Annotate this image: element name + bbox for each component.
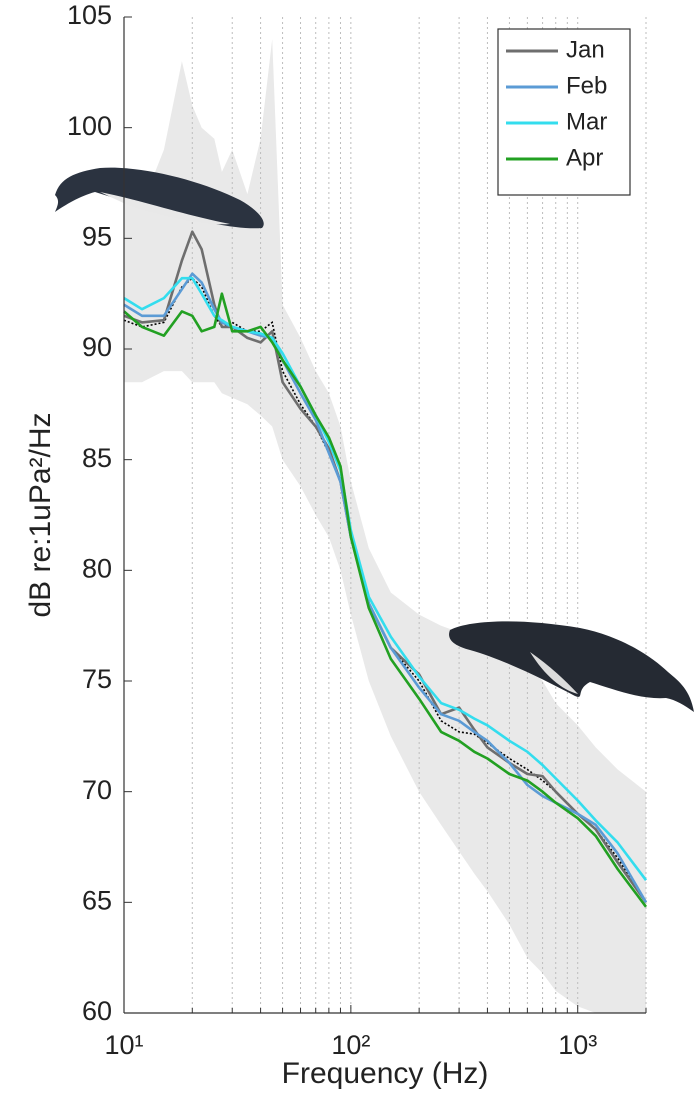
y-tick-label: 60	[82, 996, 112, 1026]
legend: Jan Feb Mar Apr	[497, 28, 631, 196]
whale-illustration	[449, 621, 694, 712]
x-tick-label: 10²	[331, 1030, 370, 1060]
axis-layer: Frequency (Hz) dB re:1uPa²/Hz 60 65 70 75 80…	[24, 0, 647, 1090]
fin-whale	[55, 167, 264, 229]
y-tick-label: 95	[82, 221, 112, 251]
legend-label: Mar	[566, 108, 607, 135]
y-tick-label: 65	[82, 885, 112, 915]
x-axis-label: Frequency (Hz)	[282, 1057, 489, 1090]
legend-label: Apr	[566, 144, 603, 171]
x-tick-label: 10³	[558, 1030, 597, 1060]
series-line	[123, 292, 648, 908]
legend-label: Feb	[566, 72, 607, 99]
y-tick-label: 80	[82, 553, 112, 583]
humpback-whale	[449, 621, 694, 712]
line-layer	[123, 230, 648, 908]
y-tick-label: 75	[82, 664, 112, 694]
y-tick-label: 85	[82, 443, 112, 473]
humpback-fin	[530, 652, 578, 694]
fin-whale-belly	[100, 192, 230, 225]
y-tick-label: 90	[82, 332, 112, 362]
y-tick-label: 70	[82, 775, 112, 805]
y-tick-label: 105	[67, 0, 112, 30]
y-axis-label: dB re:1uPa²/Hz	[24, 412, 57, 617]
x-tick-label: 10¹	[104, 1030, 143, 1060]
whale-illustration	[55, 167, 264, 229]
series-line	[123, 272, 648, 903]
legend-box	[497, 28, 631, 196]
legend-label: Jan	[566, 36, 605, 63]
y-tick-label: 100	[67, 111, 112, 141]
